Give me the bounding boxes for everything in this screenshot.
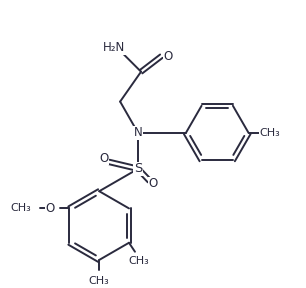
Text: O: O xyxy=(148,177,158,190)
Text: O: O xyxy=(45,202,54,215)
Text: CH₃: CH₃ xyxy=(11,203,32,213)
Text: CH₃: CH₃ xyxy=(260,128,281,138)
Text: CH₃: CH₃ xyxy=(89,276,110,286)
Text: O: O xyxy=(99,152,108,165)
Text: CH₃: CH₃ xyxy=(128,256,149,266)
Text: H₂N: H₂N xyxy=(103,41,125,54)
Text: O: O xyxy=(163,50,173,63)
Text: S: S xyxy=(134,162,142,175)
Text: N: N xyxy=(134,126,142,139)
